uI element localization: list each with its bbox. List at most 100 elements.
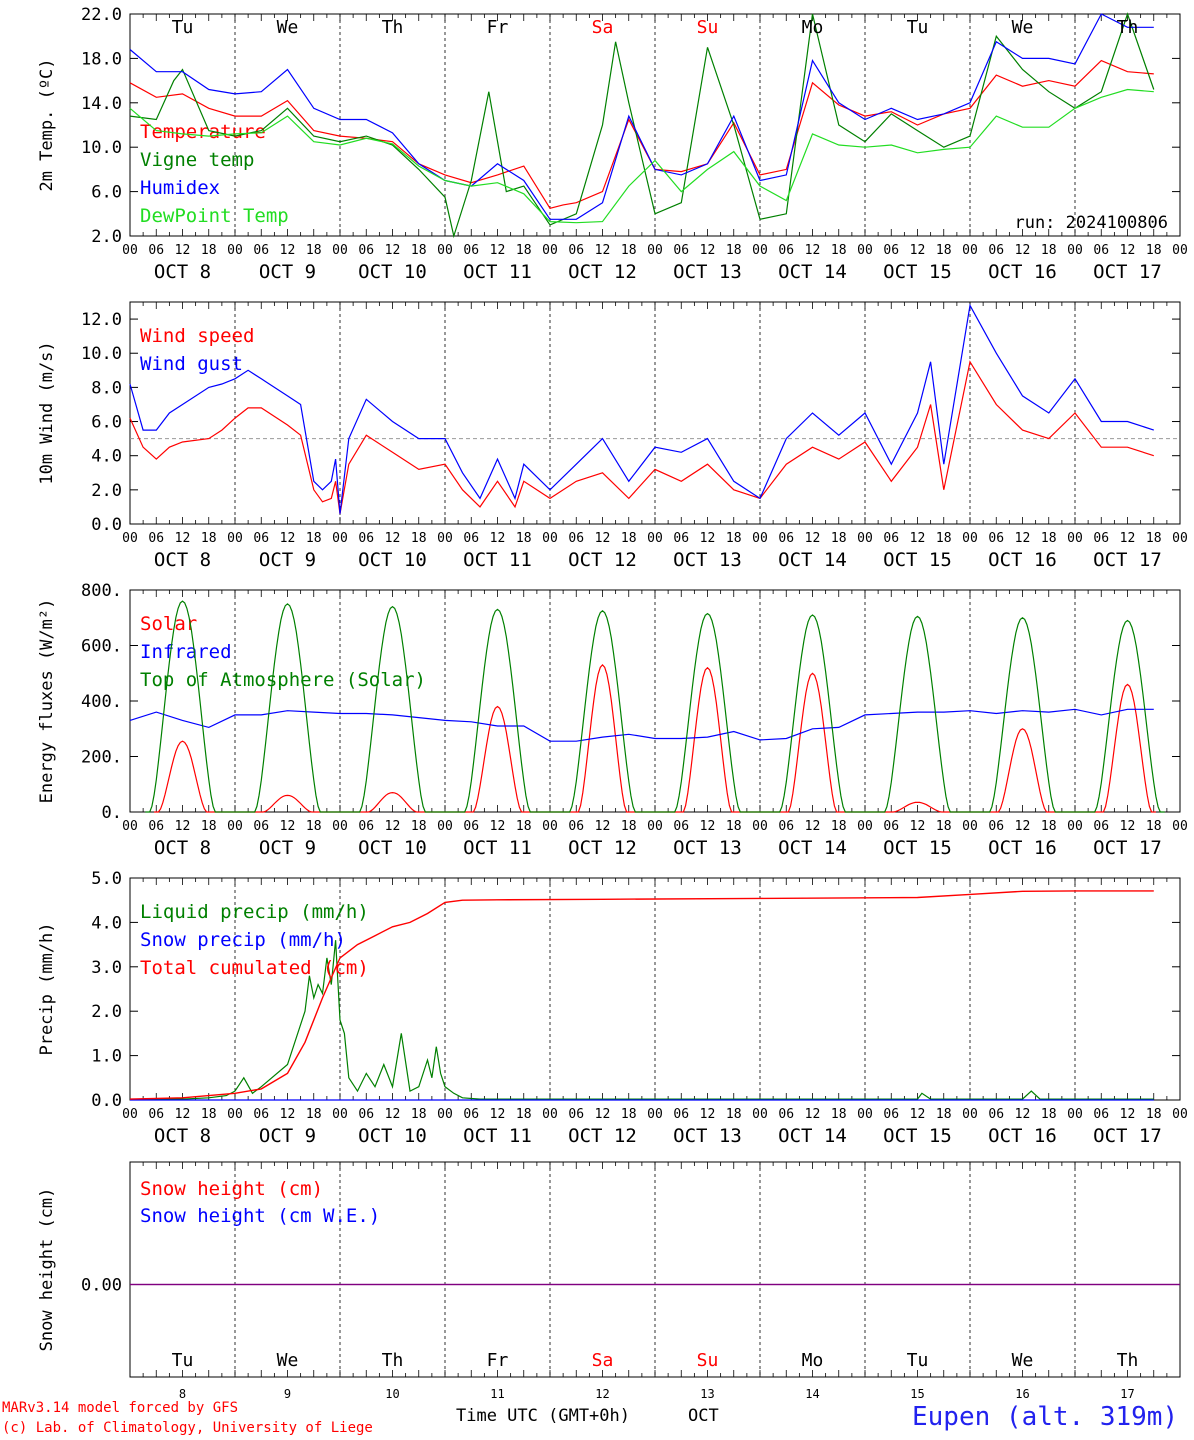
hour-label: 00	[1172, 531, 1188, 546]
credit-line-1: MARv3.14 model forced by GFS	[2, 1400, 239, 1416]
weekday-label: Mo	[802, 1350, 824, 1371]
hour-label: 18	[306, 819, 322, 834]
hour-label: 18	[411, 531, 427, 546]
run-annotation: run: 2024100806	[1014, 213, 1168, 233]
y-tick-label: 0.0	[91, 1091, 122, 1111]
series-line-infrared	[129, 708, 1154, 742]
hour-label: 00	[962, 1107, 978, 1122]
hour-label: 18	[831, 1107, 847, 1122]
hour-label: 00	[1067, 531, 1083, 546]
hour-label: 00	[227, 1107, 243, 1122]
hour-label: 06	[883, 531, 899, 546]
y-tick-label: 2.0	[91, 481, 122, 501]
hour-label: 18	[306, 243, 322, 258]
date-label: OCT 9	[259, 261, 316, 283]
hour-label: 06	[778, 1107, 794, 1122]
date-label: OCT 17	[1093, 837, 1162, 859]
hour-label: 06	[253, 819, 269, 834]
hour-label: 12	[805, 819, 821, 834]
y-tick-label: 10.0	[81, 138, 122, 158]
hour-label: 18	[621, 243, 637, 258]
date-label: OCT 14	[778, 837, 847, 859]
y-tick-label: 22.0	[81, 5, 122, 25]
date-label: OCT 15	[883, 549, 952, 571]
hour-label: 12	[910, 1107, 926, 1122]
weekday-label: Th	[382, 17, 404, 38]
hour-label: 06	[673, 1107, 689, 1122]
hour-label: 12	[700, 1107, 716, 1122]
date-label: OCT 9	[259, 1125, 316, 1147]
hour-label: 18	[411, 1107, 427, 1122]
weekday-label: Fr	[487, 17, 509, 38]
date-label: OCT 13	[673, 1125, 742, 1147]
date-label: OCT 10	[358, 837, 427, 859]
y-tick-label: 6.0	[91, 413, 122, 433]
hour-label: 12	[385, 1107, 401, 1122]
hour-label: 12	[1120, 1107, 1136, 1122]
hour-label: 00	[437, 1107, 453, 1122]
legend-entry: Wind speed	[140, 325, 254, 347]
hour-label: 12	[700, 819, 716, 834]
hour-label: 18	[201, 243, 217, 258]
hour-label: 00	[752, 1107, 768, 1122]
hour-label: 18	[621, 819, 637, 834]
hour-label: 06	[148, 1107, 164, 1122]
hour-label: 12	[1015, 531, 1031, 546]
hour-label: 00	[332, 1107, 348, 1122]
hour-label: 12	[490, 819, 506, 834]
hour-label: 18	[726, 1107, 742, 1122]
hour-label: 06	[568, 819, 584, 834]
weekday-label: We	[1012, 17, 1034, 38]
hour-label: 00	[647, 1107, 663, 1122]
hour-label: 00	[1172, 1107, 1188, 1122]
hour-label: 12	[910, 819, 926, 834]
hour-label: 12	[490, 531, 506, 546]
day-number-label: 16	[1015, 1387, 1029, 1401]
credit-line-2: (c) Lab. of Climatology, University of L…	[2, 1420, 373, 1436]
date-label: OCT 17	[1093, 261, 1162, 283]
hour-label: 18	[1146, 1107, 1162, 1122]
weekday-label: We	[277, 17, 299, 38]
weekday-label: We	[1012, 1350, 1034, 1371]
hour-label: 00	[542, 243, 558, 258]
date-label: OCT 12	[568, 549, 637, 571]
hour-label: 00	[542, 819, 558, 834]
hour-label: 12	[175, 531, 191, 546]
date-label: OCT 15	[883, 261, 952, 283]
hour-label: 06	[1093, 531, 1109, 546]
hour-label: 12	[1015, 1107, 1031, 1122]
hour-label: 00	[647, 531, 663, 546]
hour-label: 18	[936, 819, 952, 834]
y-tick-label: 8.0	[91, 378, 122, 398]
hour-label: 00	[227, 531, 243, 546]
hour-label: 06	[148, 243, 164, 258]
hour-label: 00	[122, 1107, 138, 1122]
hour-label: 00	[752, 819, 768, 834]
hour-label: 06	[778, 243, 794, 258]
hour-label: 06	[148, 531, 164, 546]
hour-label: 12	[490, 243, 506, 258]
hour-label: 00	[857, 819, 873, 834]
hour-label: 12	[175, 819, 191, 834]
legend-entry: DewPoint Temp	[140, 205, 289, 227]
series-line-wind-speed	[129, 360, 1154, 514]
hour-label: 12	[385, 819, 401, 834]
weekday-label: Tu	[907, 17, 929, 38]
weekday-label: Su	[697, 17, 719, 38]
weekday-label: Th	[1117, 1350, 1139, 1371]
date-label: OCT 16	[988, 261, 1057, 283]
weekday-label: We	[277, 1350, 299, 1371]
y-tick-label: 4.0	[91, 447, 122, 467]
hour-label: 12	[805, 531, 821, 546]
date-label: OCT 11	[463, 1125, 532, 1147]
y-tick-label: 5.0	[91, 869, 122, 889]
y-axis-label: 2m Temp. (ºC)	[37, 58, 57, 191]
hour-label: 12	[280, 531, 296, 546]
y-tick-label: 14.0	[81, 94, 122, 114]
hour-label: 00	[752, 531, 768, 546]
hour-label: 00	[122, 819, 138, 834]
y-axis-label: Energy fluxes (W/m²)	[37, 599, 57, 804]
hour-label: 12	[595, 243, 611, 258]
legend-entry: Infrared	[140, 641, 232, 663]
hour-label: 06	[463, 819, 479, 834]
